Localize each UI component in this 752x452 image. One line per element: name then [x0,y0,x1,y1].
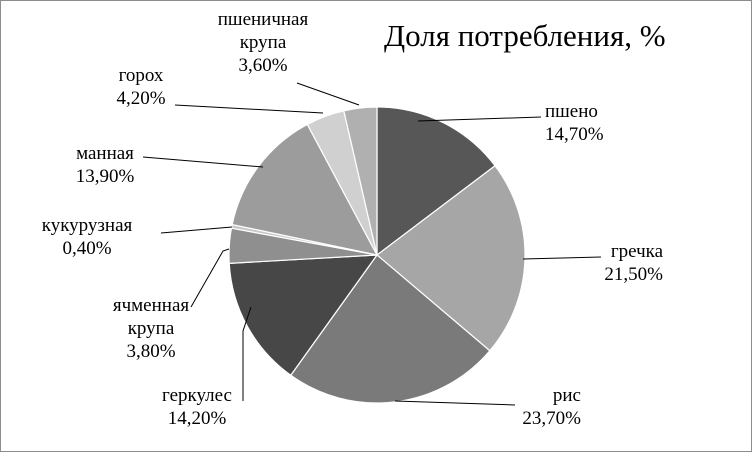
data-label-7: горох 4,20% [116,65,165,109]
slice-percent: 21,50% [604,264,663,285]
slice-name: гречка [611,241,664,262]
slice-percent: 14,70% [545,124,604,145]
leader-line-4 [190,248,230,308]
slice-name: горох [119,65,164,86]
pie-slice-2 [289,254,491,404]
slice-name: рис [553,385,581,406]
slice-percent: 23,70% [522,408,581,429]
labels-group: пшено 14,70% гречка 21,50% рис 23,70% геркулес… [42,9,664,429]
leader-lines-group [142,82,602,406]
slice-name: крупа [128,318,175,339]
slice-percent: 3,60% [238,55,287,76]
slices-group [228,106,526,404]
pie-slice-0 [376,106,496,257]
leader-line-5 [160,226,233,234]
data-label-3: геркулес 14,20% [162,385,232,429]
leader-line-6 [142,156,264,168]
data-label-0: пшено 14,70% [545,101,604,145]
leader-line-7 [174,104,324,114]
slice-name: пшеничная [218,9,309,30]
leader-line-0 [417,116,542,122]
data-label-6: манная 13,90% [76,143,135,187]
pie-slice-8 [343,106,378,256]
leader-line-2 [394,400,516,406]
slice-percent: 3,80% [126,341,175,362]
slice-name: пшено [545,101,598,122]
slice-percent: 0,40% [62,238,111,259]
slice-percent: 14,20% [168,408,227,429]
data-label-1: гречка 21,50% [604,241,663,285]
data-label-4: ячменная крупа 3,80% [113,295,190,362]
pie-slice-3 [228,254,379,377]
slice-name: манная [76,143,134,164]
leader-line-3 [242,306,252,401]
leader-line-1 [522,256,602,260]
slice-percent: 13,90% [76,166,135,187]
slice-name: кукурузная [42,215,133,236]
leader-line-8 [296,82,360,106]
data-label-2: рис 23,70% [522,385,581,429]
data-label-8: пшеничная крупа 3,60% [218,9,309,76]
data-label-5: кукурузная 0,40% [42,215,133,259]
slice-name: ячменная [113,295,190,316]
chart-title: Доля потребления, % [384,18,666,53]
slice-name: геркулес [162,385,232,406]
slice-name: крупа [240,32,287,53]
slice-percent: 4,20% [116,88,165,109]
